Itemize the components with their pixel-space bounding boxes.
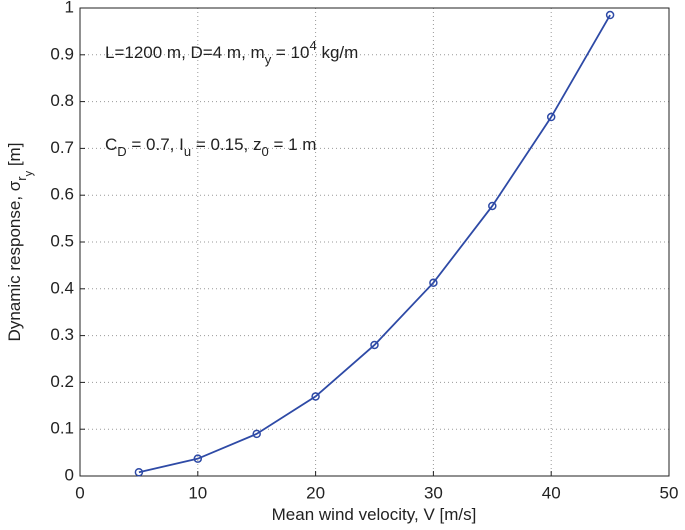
data-point [605,10,615,20]
annotation-text: = 0.15, z [191,135,261,154]
y-tick-label: 0.3 [50,325,74,344]
y-tick-label: 0.6 [50,185,74,204]
annotation: L=1200 m, D=4 m, my = 104 kg/m [105,38,358,67]
data-point [546,112,556,122]
y-tick-label: 0.7 [50,138,74,157]
x-tick-label: 50 [660,483,679,502]
y-label-text: [m] [5,143,24,171]
annotation-sup: 4 [309,38,316,53]
annotation-sub: D [117,144,126,159]
data-point [311,392,320,401]
annotation-text: = 10 [271,43,309,62]
y-axis-label: Dynamic response, σry [m] [5,143,35,342]
data-point [488,201,497,211]
plot-area [80,8,669,476]
y-label-sub: r [14,176,29,181]
data-point [370,340,379,350]
annotation: CD = 0.7, Iu = 0.15, z0 = 1 m [105,135,316,159]
y-tick-label: 0.2 [50,372,74,391]
y-tick-label: 0.5 [50,231,74,250]
x-tick-label: 10 [188,483,207,502]
y-tick-label: 1 [65,0,74,16]
x-tick-label: 30 [424,483,443,502]
data-point [429,278,438,287]
y-tick-label: 0.4 [50,278,74,297]
x-axis-label: Mean wind velocity, V [m/s] [272,505,477,524]
x-tick-label: 40 [542,483,561,502]
y-label-text: Dynamic response, σ [5,180,24,341]
y-tick-label: 0.1 [50,419,74,438]
series-line [138,14,611,474]
annotation-text: kg/m [317,43,359,62]
annotation-sub: y [265,52,272,67]
y-tick-label: 0.8 [50,91,74,110]
data-point [193,454,203,463]
y-label-subsub: y [23,170,35,176]
annotation-sub: u [184,144,191,159]
data-point [134,468,144,477]
data-point [252,429,261,439]
x-tick-label: 0 [75,483,84,502]
y-tick-label: 0 [65,465,74,484]
annotation-text: L=1200 m, D=4 m, m [105,43,265,62]
annotation-text: C [105,135,117,154]
annotation-text: = 0.7, I [127,135,184,154]
x-tick-label: 20 [306,483,325,502]
annotation-text: = 1 m [269,135,317,154]
y-tick-label: 0.9 [50,44,74,63]
annotation-sub: 0 [262,144,269,159]
